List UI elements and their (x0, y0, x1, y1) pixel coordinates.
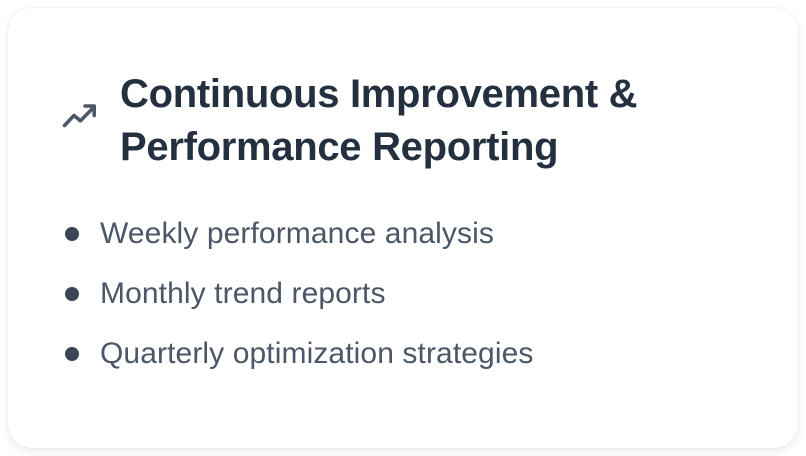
list-item-text: Monthly trend reports (100, 277, 386, 310)
bullet-dot (65, 347, 79, 361)
bullet-list: Weekly performance analysis Monthly tren… (65, 214, 744, 374)
list-item-text: Quarterly optimization strategies (100, 337, 534, 370)
list-item: Weekly performance analysis (65, 214, 744, 254)
bullet-dot (65, 287, 79, 301)
info-card: Continuous Improvement & Performance Rep… (8, 8, 798, 448)
list-item: Quarterly optimization strategies (65, 334, 744, 374)
card-header: Continuous Improvement & Performance Rep… (62, 68, 744, 174)
list-item-text: Weekly performance analysis (100, 217, 494, 250)
bullet-dot (65, 227, 79, 241)
list-item: Monthly trend reports (65, 274, 744, 314)
trending-up-icon (62, 102, 100, 132)
card-title: Continuous Improvement & Performance Rep… (120, 72, 638, 169)
